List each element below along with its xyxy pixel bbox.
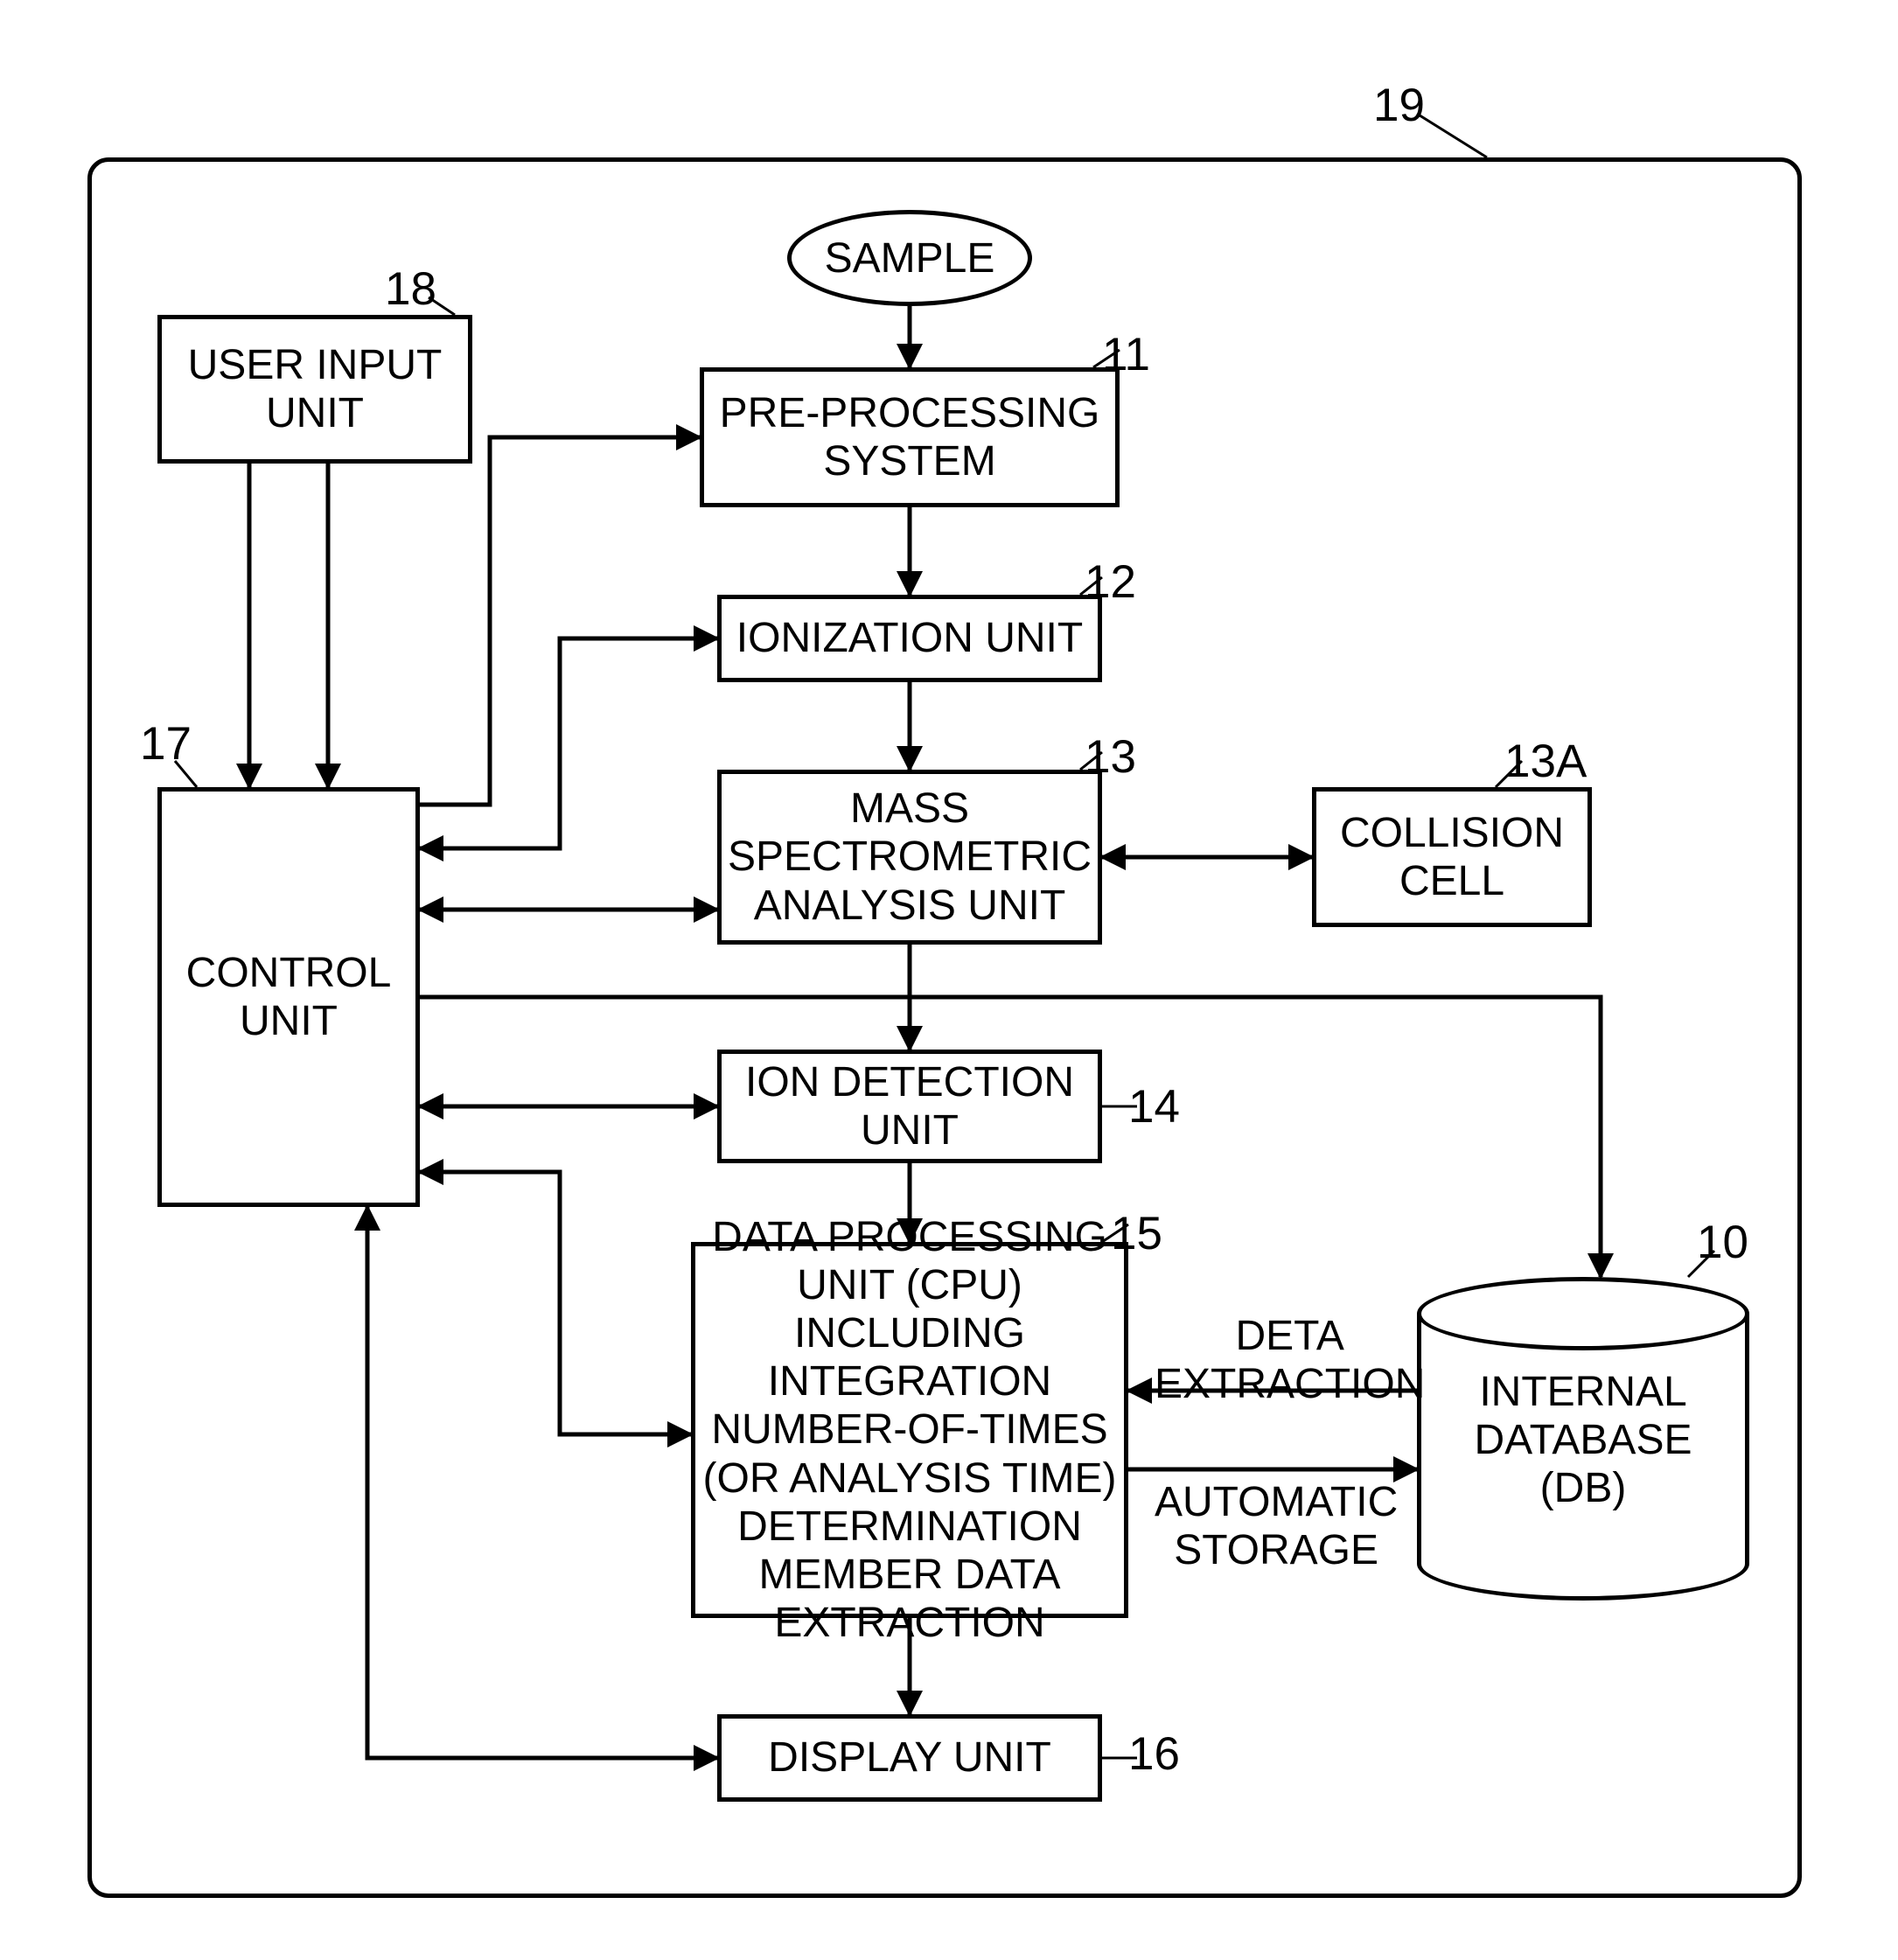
ref-10: 10 (1697, 1216, 1748, 1269)
ref-15: 15 (1111, 1207, 1162, 1260)
node-mass_spec-label: MASSSPECTROMETRICANALYSIS UNIT (728, 785, 1092, 930)
node-user_input: USER INPUTUNIT (157, 315, 472, 464)
ref-16: 16 (1128, 1727, 1180, 1781)
ref-17: 17 (140, 717, 192, 771)
node-preproc: PRE-PROCESSINGSYSTEM (700, 367, 1120, 507)
node-sample: SAMPLE (787, 210, 1032, 306)
leader-19 (1417, 114, 1487, 157)
ref-11: 11 (1102, 328, 1150, 381)
node-ionization-label: IONIZATION UNIT (736, 614, 1083, 662)
node-control: CONTROLUNIT (157, 787, 420, 1207)
node-display-label: DISPLAY UNIT (768, 1733, 1051, 1782)
edge-label-extraction: DETAEXTRACTION (1155, 1312, 1425, 1408)
ref-13A: 13A (1504, 735, 1587, 788)
ref-12: 12 (1085, 555, 1136, 609)
node-user_input-label: USER INPUTUNIT (188, 341, 443, 437)
node-mass_spec: MASSSPECTROMETRICANALYSIS UNIT (717, 770, 1102, 945)
node-ionization: IONIZATION UNIT (717, 595, 1102, 682)
ref-18: 18 (385, 262, 436, 316)
node-database: INTERNALDATABASE(DB) (1417, 1277, 1749, 1601)
node-sample-label: SAMPLE (825, 234, 995, 282)
diagram-canvas: SAMPLE USER INPUTUNIT PRE-PROCESSINGSYSTEM… (0, 0, 1898, 1960)
node-dpu-label: DATA PROCESSINGUNIT (CPU) INCLUDINGINTEG… (702, 1213, 1117, 1648)
node-collision: COLLISIONCELL (1312, 787, 1592, 927)
ref-19: 19 (1373, 79, 1425, 132)
node-database-label: INTERNALDATABASE(DB) (1417, 1368, 1749, 1513)
node-ion_det: ION DETECTIONUNIT (717, 1050, 1102, 1163)
node-display: DISPLAY UNIT (717, 1714, 1102, 1802)
node-collision-label: COLLISIONCELL (1340, 809, 1564, 905)
ref-13: 13 (1085, 730, 1136, 784)
node-dpu: DATA PROCESSINGUNIT (CPU) INCLUDINGINTEG… (691, 1242, 1128, 1618)
node-preproc-label: PRE-PROCESSINGSYSTEM (720, 389, 1100, 485)
node-control-label: CONTROLUNIT (186, 949, 392, 1045)
node-ion_det-label: ION DETECTIONUNIT (745, 1058, 1074, 1154)
edge-label-storage: AUTOMATICSTORAGE (1155, 1478, 1398, 1574)
ref-14: 14 (1128, 1080, 1180, 1133)
